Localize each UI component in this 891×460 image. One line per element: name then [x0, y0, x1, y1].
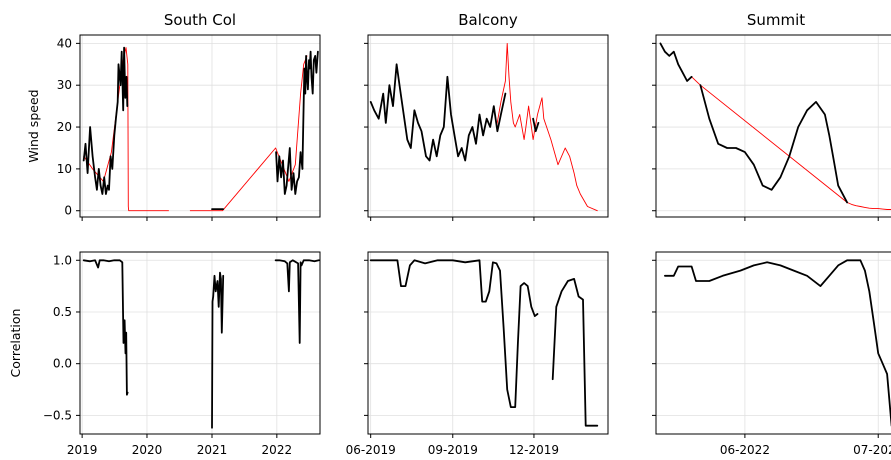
balcony-correlation-series-group [369, 259, 599, 427]
south-col-wind-series-line-4 [301, 50, 319, 170]
summit-wind-ticks [652, 42, 879, 221]
balcony-correlation-panel: 06-2019 09-2019 12-2019 [346, 251, 609, 457]
south-col-correlation-series-line-2 [274, 259, 320, 344]
south-col-wind-series-group [82, 46, 319, 212]
south-col-correlation-ticks: 2019 2020 2021 2022 −0.5 0.0 0.5 1.0 [43, 253, 292, 457]
summit-correlation-panel: 06-2022 07-2022 [652, 251, 891, 457]
balcony-title: Balcony [458, 11, 518, 29]
balcony-wind-series-group [369, 42, 598, 212]
balcony-correlation-grid [368, 252, 608, 434]
y-tick-label: 1.0 [53, 253, 72, 267]
y-tick-label: 10 [57, 162, 72, 176]
south-col-wind-series-line-3 [275, 147, 304, 195]
wind-speed-axis-label: Wind speed [26, 89, 41, 162]
y-tick-label: −0.5 [43, 408, 72, 422]
x-tick-label: 09-2019 [428, 443, 478, 457]
y-tick-label: 30 [57, 78, 72, 92]
x-tick-label: 12-2019 [509, 443, 559, 457]
balcony-correlation-ticks: 06-2019 09-2019 12-2019 [346, 259, 559, 457]
y-tick-label: 0 [64, 204, 72, 218]
summit-title: Summit [747, 11, 805, 29]
summit-correlation-series-line-0 [664, 259, 891, 427]
summit-wind-series-group [659, 42, 891, 210]
y-tick-label: 20 [57, 120, 72, 134]
balcony-correlation-series-line-0 [369, 259, 539, 408]
balcony-wind-series-line-1 [369, 63, 507, 162]
south-col-title: South Col [164, 11, 236, 29]
south-col-wind-ticks: 0 10 20 30 40 [57, 36, 278, 221]
y-tick-label: 0.5 [53, 305, 72, 319]
balcony-wind-series-line-2 [532, 117, 540, 133]
x-tick-label: 2020 [132, 443, 163, 457]
summit-correlation-series-group [664, 259, 891, 427]
south-col-correlation-axes-border [79, 251, 321, 435]
balcony-correlation-axes-border [367, 251, 609, 435]
south-col-wind-panel: South Col Wind speed 0 10 20 30 40 [26, 11, 321, 221]
balcony-wind-ticks [364, 42, 535, 221]
x-tick-label: 06-2019 [346, 443, 396, 457]
summit-wind-series-line-2 [699, 84, 848, 204]
summit-wind-axes-border [655, 34, 891, 218]
summit-wind-panel: Summit [652, 11, 891, 221]
x-tick-label: 07-2022 [853, 443, 891, 457]
south-col-wind-series-line-1 [82, 46, 129, 195]
y-tick-label: 0.0 [53, 357, 72, 371]
balcony-wind-axes-border [367, 34, 609, 218]
x-tick-label: 2022 [262, 443, 293, 457]
x-tick-label: 2019 [67, 443, 98, 457]
summit-correlation-axes [655, 251, 891, 435]
y-tick-label: 40 [57, 36, 72, 50]
summit-wind-axes [655, 34, 891, 218]
south-col-correlation-series-line-1 [211, 271, 225, 429]
summit-wind-series-line-1 [659, 42, 693, 82]
south-col-correlation-series-line-0 [82, 259, 129, 396]
south-col-correlation-axes [79, 251, 321, 435]
balcony-wind-panel: Balcony [364, 11, 609, 221]
balcony-wind-axes [367, 34, 609, 218]
x-tick-label: 2021 [197, 443, 228, 457]
correlation-axis-label: Correlation [8, 309, 23, 378]
south-col-wind-axes [79, 34, 321, 218]
summit-correlation-axes-border [655, 251, 891, 435]
south-col-wind-axes-border [79, 34, 321, 218]
balcony-wind-series-line-0 [496, 42, 598, 212]
south-col-correlation-series-group [82, 259, 320, 429]
balcony-correlation-series-line-1 [551, 278, 599, 427]
x-tick-label: 06-2022 [720, 443, 770, 457]
summit-correlation-ticks: 06-2022 07-2022 [652, 259, 891, 457]
south-col-correlation-panel: Correlation 2019 2020 2021 2022 −0.5 0.0 0.5 1.… [8, 251, 321, 457]
summit-wind-grid [656, 35, 891, 217]
